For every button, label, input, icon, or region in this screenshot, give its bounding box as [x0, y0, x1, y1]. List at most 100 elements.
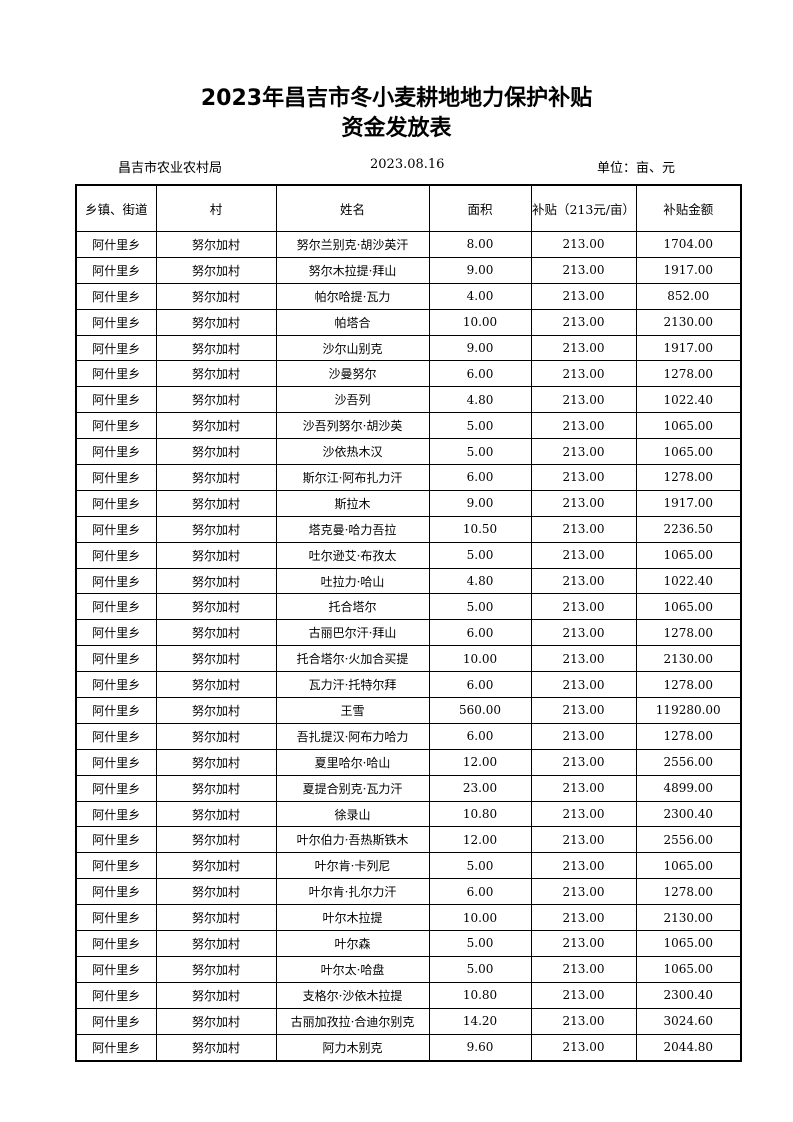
header-village: 村 [155, 184, 277, 232]
cell-rate: 213.00 [530, 541, 637, 569]
cell-amount: 2300.40 [635, 800, 742, 828]
cell-amount: 1917.00 [635, 489, 742, 517]
cell-rate: 213.00 [530, 567, 637, 595]
cell-name: 瓦力汗·托特尔拜 [275, 671, 430, 699]
cell-area: 10.00 [428, 645, 532, 673]
cell-area: 8.00 [428, 231, 532, 258]
cell-amount: 1278.00 [635, 619, 742, 647]
cell-name: 吐拉力·哈山 [275, 567, 430, 595]
cell-village: 努尔加村 [155, 541, 277, 569]
cell-town: 阿什里乡 [75, 464, 157, 491]
cell-town: 阿什里乡 [75, 438, 157, 466]
cell-rate: 213.00 [530, 464, 637, 491]
cell-village: 努尔加村 [155, 515, 277, 543]
cell-area: 5.00 [428, 955, 532, 983]
cell-name: 斯尔江·阿布扎力汗 [275, 464, 430, 491]
cell-rate: 213.00 [530, 282, 637, 310]
cell-village: 努尔加村 [155, 748, 277, 776]
cell-area: 6.00 [428, 619, 532, 647]
cell-town: 阿什里乡 [75, 282, 157, 310]
cell-area: 9.00 [428, 256, 532, 284]
cell-name: 帕塔合 [275, 308, 430, 336]
cell-village: 努尔加村 [155, 334, 277, 362]
cell-rate: 213.00 [530, 231, 637, 258]
cell-village: 努尔加村 [155, 1007, 277, 1035]
cell-rate: 213.00 [530, 619, 637, 647]
cell-area: 10.50 [428, 515, 532, 543]
cell-rate: 213.00 [530, 904, 637, 932]
cell-amount: 852.00 [635, 282, 742, 310]
cell-rate: 213.00 [530, 515, 637, 543]
cell-name: 吾扎提汉·阿布力哈力 [275, 722, 430, 750]
cell-name: 徐录山 [275, 800, 430, 828]
table-row: 阿什里乡 努尔加村 沙吾列努尔·胡沙英 5.00 213.00 1065.00 [75, 412, 742, 440]
cell-area: 5.00 [428, 930, 532, 957]
table-row: 阿什里乡 努尔加村 塔克曼·哈力吾拉 10.50 213.00 2236.50 [75, 515, 742, 543]
header-amount: 补贴金额 [635, 184, 742, 232]
cell-amount: 2044.80 [635, 1033, 742, 1062]
cell-rate: 213.00 [530, 826, 637, 854]
cell-name: 古丽巴尔汗·拜山 [275, 619, 430, 647]
cell-rate: 213.00 [530, 671, 637, 699]
cell-village: 努尔加村 [155, 567, 277, 595]
cell-town: 阿什里乡 [75, 800, 157, 828]
cell-name: 塔克曼·哈力吾拉 [275, 515, 430, 543]
cell-rate: 213.00 [530, 308, 637, 336]
cell-name: 叶尔伯力·吾热斯铁木 [275, 826, 430, 854]
cell-amount: 2556.00 [635, 826, 742, 854]
cell-area: 12.00 [428, 826, 532, 854]
cell-village: 努尔加村 [155, 593, 277, 621]
table-row: 阿什里乡 努尔加村 沙依热木汉 5.00 213.00 1065.00 [75, 438, 742, 466]
cell-name: 夏提合别克·瓦力汗 [275, 774, 430, 802]
table-row: 阿什里乡 努尔加村 吾扎提汉·阿布力哈力 6.00 213.00 1278.00 [75, 722, 742, 750]
cell-name: 沙曼努尔 [275, 360, 430, 388]
cell-rate: 213.00 [530, 412, 637, 440]
cell-name: 叶尔肯·扎尔力汗 [275, 878, 430, 906]
cell-area: 23.00 [428, 774, 532, 802]
cell-town: 阿什里乡 [75, 1033, 157, 1062]
cell-rate: 213.00 [530, 256, 637, 284]
cell-area: 4.00 [428, 282, 532, 310]
cell-rate: 213.00 [530, 748, 637, 776]
cell-area: 6.00 [428, 671, 532, 699]
cell-rate: 213.00 [530, 334, 637, 362]
cell-area: 5.00 [428, 852, 532, 880]
cell-village: 努尔加村 [155, 308, 277, 336]
cell-town: 阿什里乡 [75, 360, 157, 388]
table-row: 阿什里乡 努尔加村 古丽加孜拉·合迪尔别克 14.20 213.00 3024.60 [75, 1007, 742, 1035]
cell-village: 努尔加村 [155, 464, 277, 491]
cell-town: 阿什里乡 [75, 515, 157, 543]
cell-area: 10.00 [428, 308, 532, 336]
cell-amount: 119280.00 [635, 697, 742, 724]
cell-village: 努尔加村 [155, 619, 277, 647]
table-row: 阿什里乡 努尔加村 努尔兰别克·胡沙英汗 8.00 213.00 1704.00 [75, 231, 742, 258]
table-row: 阿什里乡 努尔加村 叶尔太·哈盘 5.00 213.00 1065.00 [75, 955, 742, 983]
cell-rate: 213.00 [530, 360, 637, 388]
cell-village: 努尔加村 [155, 438, 277, 466]
cell-village: 努尔加村 [155, 360, 277, 388]
cell-area: 4.80 [428, 567, 532, 595]
cell-area: 10.00 [428, 904, 532, 932]
cell-town: 阿什里乡 [75, 878, 157, 906]
cell-area: 560.00 [428, 697, 532, 724]
cell-name: 叶尔森 [275, 930, 430, 957]
cell-rate: 213.00 [530, 852, 637, 880]
issuer: 昌吉市农业农村局 [118, 161, 223, 176]
cell-amount: 3024.60 [635, 1007, 742, 1035]
cell-area: 5.00 [428, 412, 532, 440]
table-row: 阿什里乡 努尔加村 沙吾列 4.80 213.00 1022.40 [75, 386, 742, 414]
table-row: 阿什里乡 努尔加村 努尔木拉提·拜山 9.00 213.00 1917.00 [75, 256, 742, 284]
subsidy-table: 乡镇、街道 村 姓名 面积 补贴（213元/亩） 补贴金额 阿什里乡 努尔加村 努尔… [75, 184, 742, 1062]
table-row: 阿什里乡 努尔加村 夏里哈尔·哈山 12.00 213.00 2556.00 [75, 748, 742, 776]
cell-name: 叶尔木拉提 [275, 904, 430, 932]
cell-amount: 1704.00 [635, 231, 742, 258]
cell-area: 5.00 [428, 438, 532, 466]
cell-village: 努尔加村 [155, 1033, 277, 1062]
cell-amount: 1022.40 [635, 386, 742, 414]
cell-amount: 2130.00 [635, 308, 742, 336]
cell-village: 努尔加村 [155, 955, 277, 983]
cell-village: 努尔加村 [155, 800, 277, 828]
cell-village: 努尔加村 [155, 231, 277, 258]
table-row: 阿什里乡 努尔加村 叶尔肯·卡列尼 5.00 213.00 1065.00 [75, 852, 742, 880]
cell-town: 阿什里乡 [75, 412, 157, 440]
